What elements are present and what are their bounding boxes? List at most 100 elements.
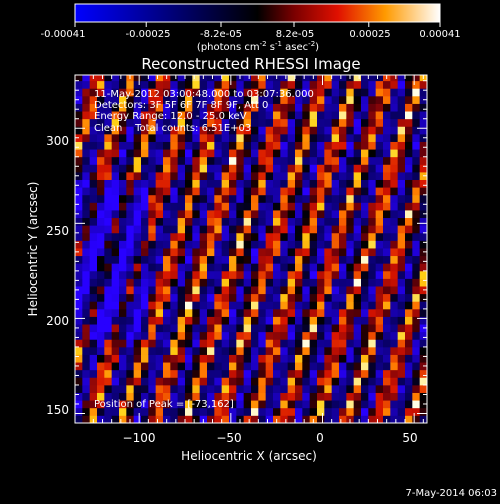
heatmap-cell <box>75 164 83 173</box>
heatmap-cell <box>324 354 333 363</box>
heatmap-cell <box>405 75 413 82</box>
heatmap-cell <box>324 80 333 89</box>
heatmap-cell <box>75 407 83 416</box>
heatmap-cell <box>133 103 142 112</box>
heatmap-cell <box>368 324 377 333</box>
heatmap-cell <box>258 369 267 378</box>
heatmap-cell <box>280 217 289 226</box>
heatmap-cell <box>126 225 135 234</box>
heatmap-cell <box>82 293 91 302</box>
heatmap-cell <box>353 164 362 173</box>
heatmap-cell <box>390 164 399 173</box>
heatmap-cell <box>82 156 91 165</box>
heatmap-cell <box>397 270 406 279</box>
heatmap-cell <box>287 149 296 158</box>
heatmap-cell <box>119 400 127 409</box>
heatmap-cell <box>390 286 399 295</box>
heatmap-cell <box>126 316 135 325</box>
heatmap-cell <box>192 316 201 325</box>
heatmap-cell <box>302 270 311 279</box>
heatmap-cell <box>185 293 193 302</box>
heatmap-cell <box>229 75 237 82</box>
heatmap-cell <box>368 126 377 135</box>
heatmap-cell <box>302 75 311 82</box>
heatmap-cell <box>346 179 355 188</box>
heatmap-cell <box>302 392 311 401</box>
heatmap-cell <box>89 293 98 302</box>
heatmap-cell <box>126 369 135 378</box>
heatmap-cell <box>243 126 252 135</box>
heatmap-cell <box>75 80 83 89</box>
heatmap-cell <box>236 286 245 295</box>
heatmap-cell <box>207 164 215 173</box>
heatmap-cell <box>126 324 135 333</box>
heatmap-cell <box>317 354 325 363</box>
heatmap-cell <box>119 149 127 158</box>
heatmap-cell <box>346 331 355 340</box>
heatmap-cell <box>287 286 296 295</box>
heatmap-cell <box>375 141 384 150</box>
heatmap-cell <box>207 103 215 112</box>
heatmap-cell <box>251 384 259 393</box>
heatmap-cell <box>236 369 245 378</box>
heatmap-cell <box>214 286 223 295</box>
heatmap-cell <box>170 103 179 112</box>
plot-frame <box>74 74 428 424</box>
heatmap-cell <box>390 103 399 112</box>
heatmap-cell <box>397 210 406 219</box>
heatmap-cell <box>148 293 157 302</box>
heatmap-cell <box>141 301 149 310</box>
heatmap-cell <box>339 286 347 295</box>
heatmap-cell <box>295 331 303 340</box>
heatmap-cell <box>89 301 98 310</box>
heatmap-cell <box>397 179 406 188</box>
heatmap-cell <box>287 240 296 249</box>
heatmap-cell <box>265 324 274 333</box>
heatmap-cell <box>273 225 281 234</box>
heatmap-cell <box>192 331 201 340</box>
heatmap-cell <box>251 80 259 89</box>
heatmap-cell <box>170 217 179 226</box>
heatmap-cell <box>207 278 215 287</box>
heatmap-cell <box>214 354 223 363</box>
heatmap-cell <box>375 103 384 112</box>
heatmap-cell <box>214 270 223 279</box>
heatmap-cell <box>258 301 267 310</box>
heatmap-cell <box>133 331 142 340</box>
heatmap-cell <box>265 316 274 325</box>
heatmap-cell <box>302 293 311 302</box>
heatmap-cell <box>331 232 340 241</box>
heatmap-cell <box>163 232 171 241</box>
heatmap-cell <box>405 202 413 211</box>
heatmap-cell <box>309 202 318 211</box>
heatmap-cell <box>82 286 91 295</box>
heatmap-cell <box>258 293 267 302</box>
heatmap-cell <box>82 118 91 127</box>
heatmap-cell <box>390 187 399 196</box>
heatmap-cell <box>251 75 259 82</box>
heatmap-cell <box>170 156 179 165</box>
heatmap-cell <box>163 324 171 333</box>
heatmap-cell <box>258 179 267 188</box>
heatmap-cell <box>185 400 193 409</box>
heatmap-cell <box>111 187 120 196</box>
heatmap-cell <box>251 308 259 317</box>
heatmap-cell <box>368 286 377 295</box>
heatmap-cell <box>346 263 355 272</box>
heatmap-cell <box>375 194 384 203</box>
heatmap-cell <box>324 377 333 386</box>
heatmap-cell <box>119 354 127 363</box>
heatmap-cell <box>397 80 406 89</box>
heatmap-cell <box>199 407 208 416</box>
heatmap-cell <box>214 95 223 104</box>
heatmap-cell <box>82 400 91 409</box>
heatmap-cell <box>89 255 98 264</box>
heatmap-cell <box>368 75 377 82</box>
heatmap-cell <box>111 111 120 120</box>
heatmap-cell <box>295 293 303 302</box>
heatmap-cell <box>243 369 252 378</box>
heatmap-cell <box>177 369 186 378</box>
heatmap-cell <box>375 75 384 82</box>
heatmap-cell <box>412 194 421 203</box>
heatmap-cell <box>97 400 105 409</box>
